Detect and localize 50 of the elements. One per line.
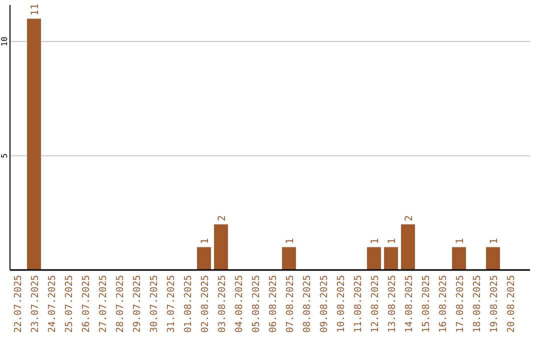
x-tick-label: 11.08.2025 [353,275,364,333]
x-tick-label: 13.08.2025 [387,275,398,333]
x-tick-label: 30.07.2025 [149,275,160,333]
bar [384,247,398,270]
x-tick-label: 12.08.2025 [370,275,381,333]
x-tick-label: 08.08.2025 [302,275,313,333]
x-tick-label: 15.08.2025 [421,275,432,333]
x-tick-label: 09.08.2025 [319,275,330,333]
data-label: 2 [217,215,228,222]
y-tick-label: 10 [0,36,9,46]
x-tick-label: 20.08.2025 [506,275,517,333]
x-tick-label: 14.08.2025 [404,275,415,333]
x-tick-label: 25.07.2025 [64,275,75,333]
x-tick-label: 23.07.2025 [30,275,41,333]
x-tick-label: 18.08.2025 [472,275,483,333]
x-tick-label: 05.08.2025 [251,275,262,333]
bar [367,247,381,270]
data-label: 2 [404,215,415,222]
x-tick-label: 26.07.2025 [81,275,92,333]
x-tick-label: 19.08.2025 [489,275,500,333]
data-label: 1 [455,238,466,244]
bar [282,247,296,270]
x-tick-label: 02.08.2025 [200,275,211,333]
data-label: 11 [30,4,41,16]
data-label: 1 [285,238,296,244]
x-tick-label: 28.07.2025 [115,275,126,333]
bar [197,247,211,270]
data-label: 1 [489,238,500,244]
x-tick-label: 31.07.2025 [166,275,177,333]
x-tick-label: 29.07.2025 [132,275,143,333]
x-tick-label: 04.08.2025 [234,275,245,333]
data-label: 1 [200,238,211,244]
x-tick-label: 07.08.2025 [285,275,296,333]
bar [27,18,41,270]
data-label: 1 [387,238,398,244]
x-tick-label: 03.08.2025 [217,275,228,333]
bar [486,247,500,270]
x-tick-label: 06.08.2025 [268,275,279,333]
x-tick-label: 22.07.2025 [13,275,24,333]
x-tick-label: 16.08.2025 [438,275,449,333]
x-tick-label: 10.08.2025 [336,275,347,333]
bar [452,247,466,270]
bar [214,224,228,270]
y-tick-label: 5 [0,153,9,158]
x-tick-label: 24.07.2025 [47,275,58,333]
bar [401,224,415,270]
x-tick-label: 17.08.2025 [455,275,466,333]
x-tick-label: 27.07.2025 [98,275,109,333]
data-label: 1 [370,238,381,244]
x-tick-label: 01.08.2025 [183,275,194,333]
